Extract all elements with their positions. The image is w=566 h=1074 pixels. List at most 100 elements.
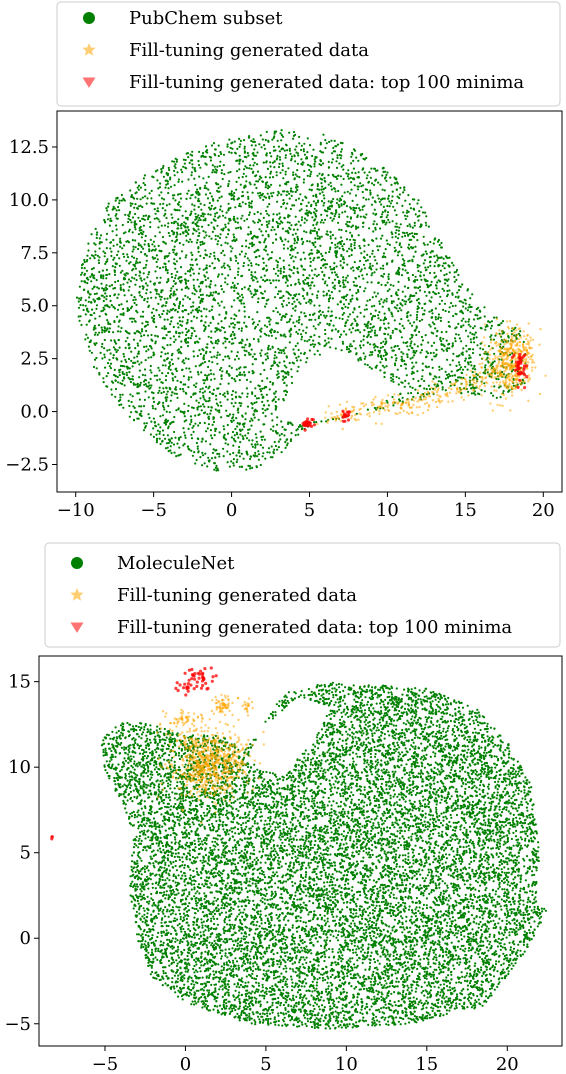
- point: [155, 341, 157, 343]
- point: [244, 165, 246, 167]
- point: [468, 348, 470, 350]
- point: [146, 422, 148, 424]
- point: [356, 299, 358, 301]
- point: [188, 229, 190, 231]
- point: [267, 400, 269, 402]
- point: [82, 263, 84, 265]
- point: [188, 379, 190, 381]
- point: [96, 367, 98, 369]
- point: [353, 284, 355, 286]
- point: [455, 340, 457, 342]
- point: [392, 220, 394, 222]
- point: [368, 171, 370, 173]
- point: [439, 296, 441, 298]
- point: [196, 189, 198, 191]
- point: [376, 169, 378, 171]
- point: [263, 241, 265, 243]
- point: [177, 222, 179, 224]
- point: [336, 256, 338, 258]
- point: [279, 313, 281, 315]
- point: [179, 242, 181, 244]
- point: [434, 375, 436, 377]
- point: [151, 317, 153, 319]
- point: [103, 330, 105, 332]
- point: [436, 259, 438, 261]
- point: [141, 296, 143, 298]
- point: [231, 367, 233, 369]
- point: [283, 349, 285, 351]
- point: [267, 168, 269, 170]
- point: [129, 416, 131, 418]
- point: [419, 275, 421, 277]
- point: [391, 236, 393, 238]
- point: [301, 208, 303, 210]
- point: [346, 205, 348, 207]
- point: [310, 344, 312, 346]
- point: [366, 336, 368, 338]
- point: [338, 282, 340, 284]
- point: [162, 337, 164, 339]
- point: [128, 286, 130, 288]
- point: [114, 293, 116, 295]
- point: [251, 439, 253, 441]
- point: [329, 248, 331, 250]
- point: [238, 138, 240, 140]
- point: [242, 176, 244, 178]
- point: [460, 340, 462, 342]
- point: [178, 307, 180, 309]
- point: [467, 369, 469, 371]
- point: [433, 352, 435, 354]
- point: [297, 229, 299, 231]
- point: [321, 219, 323, 221]
- point: [234, 314, 236, 316]
- point: [149, 369, 151, 371]
- point: [283, 275, 285, 277]
- point: [260, 276, 262, 278]
- point: [484, 315, 486, 317]
- point: [403, 327, 405, 329]
- point: [398, 197, 400, 199]
- point: [407, 235, 409, 237]
- point: [180, 266, 182, 268]
- point: [332, 297, 334, 299]
- point: [190, 154, 192, 156]
- point: [313, 304, 315, 306]
- point: [335, 160, 337, 162]
- point: [266, 131, 268, 133]
- point: [134, 228, 136, 230]
- point: [312, 277, 314, 279]
- point: [272, 347, 274, 349]
- point: [251, 242, 253, 244]
- point: [233, 216, 235, 218]
- point: [145, 330, 147, 332]
- point: [269, 161, 271, 163]
- point: [300, 259, 302, 261]
- point: [365, 213, 367, 215]
- point: [240, 228, 242, 230]
- point: [469, 376, 471, 378]
- point: [142, 197, 144, 199]
- point: [233, 192, 235, 194]
- point: [452, 359, 454, 361]
- point: [275, 238, 277, 240]
- point: [312, 340, 314, 342]
- point: [187, 337, 189, 339]
- point: [120, 271, 122, 273]
- point: [87, 243, 89, 245]
- point: [350, 243, 352, 245]
- point: [309, 299, 311, 301]
- point: [231, 402, 233, 404]
- point: [232, 414, 234, 416]
- point: [250, 293, 252, 295]
- point: [397, 281, 399, 283]
- point: [272, 310, 274, 312]
- point: [135, 223, 137, 225]
- point: [156, 179, 158, 181]
- point: [291, 247, 293, 249]
- point: [191, 241, 193, 243]
- point: [332, 158, 334, 160]
- point: [183, 221, 185, 223]
- point: [122, 289, 124, 291]
- point: [342, 343, 344, 345]
- point: [135, 384, 137, 386]
